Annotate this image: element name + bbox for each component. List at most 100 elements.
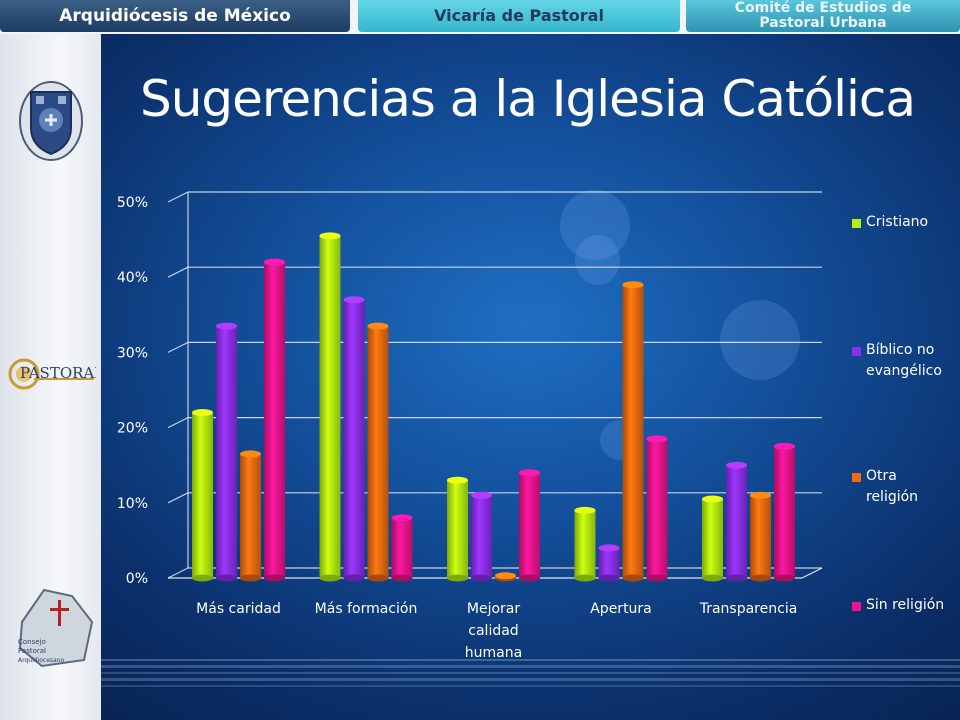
bar-body [216,326,237,578]
background-glow [560,190,630,260]
bar-top [774,442,795,450]
chart-x-categories: Más caridad Más formación Mejorar calidad hu… [196,601,797,661]
legend-label: Cristiano [866,214,929,230]
gridline-side [167,341,189,353]
slide-title: Sugerencias a la Iglesia Católica [140,70,916,128]
bar-top [264,258,285,266]
y-tick-label: 20% [117,421,148,437]
legend-swatch [852,473,861,482]
bar [495,572,516,582]
gridline-side [167,417,189,429]
legend-swatch [852,347,861,356]
bar-top [750,491,771,499]
bar-top [240,450,261,458]
bar-base [319,574,341,582]
gridline-side [167,492,189,504]
tab-comite[interactable]: Comité de Estudios de Pastoral Urbana [686,0,960,32]
bar [367,322,389,582]
bar-top [391,514,413,522]
gridline-side [167,191,189,203]
y-tick-label: 40% [117,270,148,286]
tab-arquidiocesis-label: Arquidiócesis de México [59,6,291,26]
bar-base [726,574,747,582]
bar [240,450,261,582]
tab-vicaria-label: Vicaría de Pastoral [434,6,604,25]
bar-body [447,480,468,578]
x-category-label: humana [465,645,522,661]
bar-top [343,296,365,304]
bar-top [447,476,468,484]
x-category-label: calidad [468,623,518,639]
x-category-label: Mejorar [467,601,520,617]
bar-base [646,574,668,582]
x-category-label: Transparencia [699,601,798,617]
bar [622,281,644,582]
legend-label: Bíblico no evangélico [866,342,942,379]
bar-body [774,446,795,578]
bar-top [646,435,668,443]
pastoral-logo-icon: PASTORAL [8,358,96,390]
bar-base [471,574,492,582]
header-bar: Arquidiócesis de México Vicaría de Pasto… [0,0,960,34]
bar-body [750,495,771,578]
bar-top [319,232,341,240]
bar-top [192,409,213,417]
bar-base [343,574,365,582]
bar-base [622,574,644,582]
bar-top [598,544,620,552]
gridline-side [167,567,189,579]
bar-base [519,574,540,582]
bar-body [471,495,492,578]
bar-body [240,453,261,578]
consejo-logo-line3: Arquidiocesano [18,657,64,664]
decorative-stripes [101,659,960,687]
tab-comite-label-line2: Pastoral Urbana [759,15,887,31]
bar [471,491,492,582]
chart-bars [192,232,795,582]
y-tick-label: 0% [126,571,148,587]
bar-body [622,284,644,578]
bar-top [574,506,596,514]
bar [598,544,620,582]
bar-base [447,574,468,582]
y-tick-label: 50% [117,195,148,211]
tab-arquidiocesis[interactable]: Arquidiócesis de México [0,0,350,32]
bar-top [622,281,644,289]
bar [519,469,540,582]
bar-body [574,510,596,578]
bar-top [216,322,237,330]
bar-body [598,547,620,578]
bar-top [519,469,540,477]
bar-body [343,299,365,578]
bar-base [574,574,596,582]
bar [264,258,285,582]
bar-base [598,574,620,582]
bar-top [471,491,492,499]
bar [391,514,413,582]
legend-label: Sin religión [866,597,945,613]
background-glow [720,300,800,380]
bar [726,461,747,582]
bar-base [192,574,213,582]
chart-y-ticks: 0% 10% 20% 30% 40% 50% [117,195,148,587]
bar-base [774,574,795,582]
bar-body [702,499,723,578]
bar-base [240,574,261,582]
bar [447,476,468,582]
bar [774,442,795,582]
legend-label: Otra religión [866,468,919,505]
bar [192,409,213,582]
tab-vicaria[interactable]: Vicaría de Pastoral [358,0,680,32]
bar-top [367,322,389,330]
archdiocese-seal-icon [19,81,83,161]
y-tick-label: 10% [117,496,148,512]
tab-comite-label-line1: Comité de Estudios de [734,0,912,16]
legend-swatch [852,602,861,611]
gridline-side [167,266,189,278]
bar-top [726,461,747,469]
sidebar: PASTORAL Consejo Pastoral Arquidiocesano [0,34,101,720]
bar-base [702,574,723,582]
consejo-logo-line1: Consejo [18,638,46,646]
bar [216,322,237,582]
